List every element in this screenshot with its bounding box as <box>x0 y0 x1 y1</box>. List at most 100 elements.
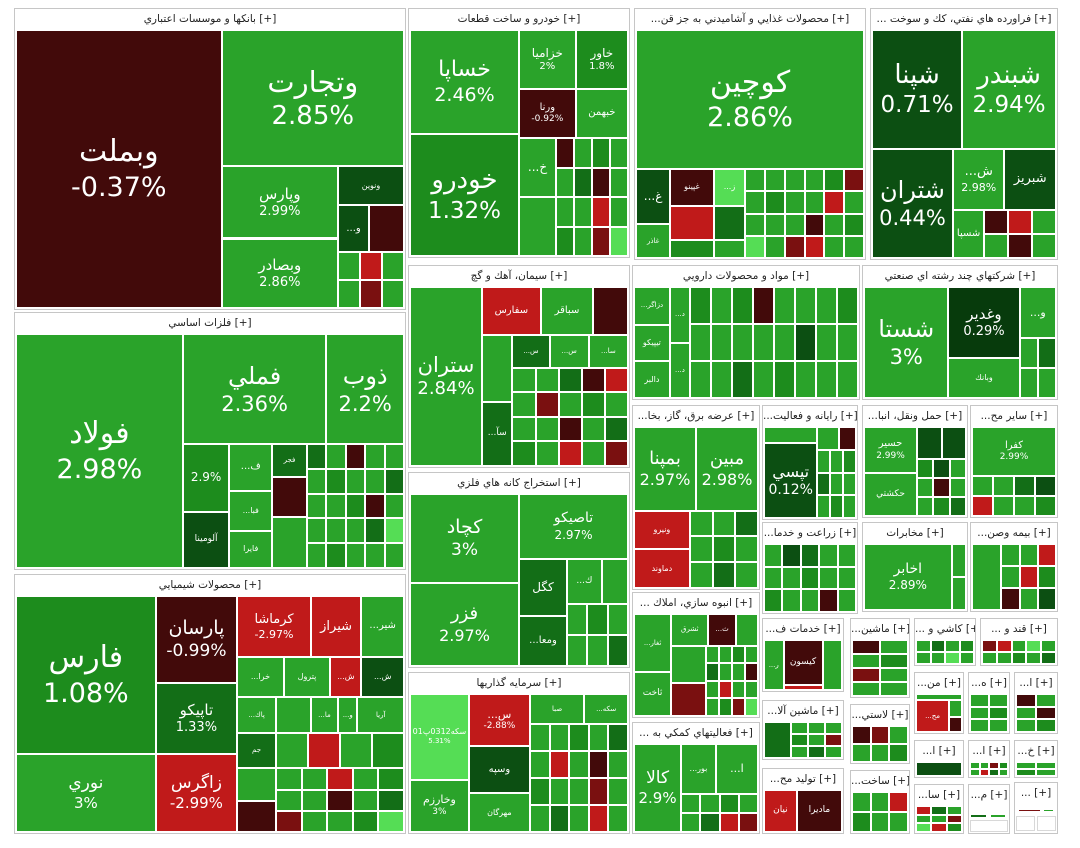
stock-tile[interactable] <box>989 769 999 776</box>
stock-tile[interactable] <box>916 806 932 815</box>
stock-tile[interactable] <box>984 234 1009 258</box>
stock-tile[interactable] <box>1008 234 1033 258</box>
stock-tile[interactable]: شپنا 0.71% <box>872 30 963 149</box>
stock-tile[interactable] <box>930 640 945 652</box>
stock-tile[interactable] <box>307 443 327 469</box>
stock-tile[interactable] <box>982 652 997 664</box>
stock-tile[interactable] <box>1016 769 1036 776</box>
stock-tile[interactable]: مبين 2.98% <box>696 427 758 511</box>
stock-tile[interactable] <box>719 813 739 832</box>
stock-tile[interactable] <box>604 441 628 466</box>
stock-tile[interactable]: غاذر <box>636 223 671 258</box>
stock-tile[interactable] <box>732 360 753 398</box>
stock-tile[interactable] <box>784 235 805 258</box>
stock-tile[interactable] <box>744 645 758 664</box>
stock-tile[interactable] <box>607 635 628 666</box>
stock-tile[interactable] <box>365 468 385 494</box>
stock-tile[interactable] <box>949 700 962 717</box>
stock-tile[interactable] <box>587 604 608 636</box>
stock-tile[interactable] <box>1011 640 1027 652</box>
stock-tile[interactable] <box>830 472 844 496</box>
stock-tile[interactable] <box>338 252 361 281</box>
stock-tile[interactable] <box>795 360 816 398</box>
sector-title-mini-lasti[interactable]: ...لاستي [+] <box>851 709 909 721</box>
stock-tile[interactable] <box>996 640 1012 652</box>
stock-tile[interactable] <box>712 562 736 588</box>
sector-title-insurance[interactable]: ...بيمه وصن [+] <box>977 527 1051 539</box>
stock-tile[interactable] <box>384 543 404 568</box>
stock-tile[interactable]: شيراز <box>310 596 362 658</box>
stock-tile[interactable]: جم <box>237 732 276 769</box>
stock-tile[interactable] <box>998 769 1008 776</box>
stock-tile[interactable]: تاصيكو 2.97% <box>519 494 628 560</box>
stock-tile[interactable]: صبا <box>529 694 585 725</box>
stock-tile[interactable] <box>732 287 753 324</box>
stock-tile[interactable] <box>670 205 714 240</box>
stock-tile[interactable] <box>916 694 962 701</box>
stock-tile[interactable] <box>816 323 837 361</box>
stock-tile[interactable] <box>1037 368 1056 398</box>
sector-title-mini-man[interactable]: ...من [+] <box>917 677 961 689</box>
stock-tile[interactable] <box>738 794 758 814</box>
stock-tile[interactable] <box>949 716 962 732</box>
stock-tile[interactable] <box>566 604 588 636</box>
stock-tile[interactable] <box>959 640 974 652</box>
stock-tile[interactable] <box>549 751 570 779</box>
stock-tile[interactable] <box>1035 475 1056 496</box>
stock-tile[interactable] <box>795 287 816 324</box>
stock-tile[interactable] <box>581 392 605 417</box>
stock-tile[interactable] <box>352 789 379 811</box>
stock-tile[interactable] <box>1019 368 1038 398</box>
stock-tile[interactable] <box>569 724 589 752</box>
stock-tile[interactable] <box>951 577 966 610</box>
stock-tile[interactable] <box>993 475 1014 496</box>
stock-tile[interactable]: خزاميا 2% <box>519 30 576 89</box>
stock-tile[interactable] <box>764 566 783 590</box>
stock-tile[interactable] <box>718 645 732 664</box>
sector-title-aux-financial[interactable]: ... فعاليتهاي كمكي به [+] <box>639 727 753 739</box>
stock-tile[interactable]: فولاد 2.98% <box>16 334 183 568</box>
stock-tile[interactable] <box>700 794 720 814</box>
stock-tile[interactable] <box>574 138 593 168</box>
stock-tile[interactable] <box>301 810 328 832</box>
stock-tile[interactable] <box>791 722 809 734</box>
stock-tile[interactable]: نيان <box>764 790 797 832</box>
stock-tile[interactable]: وتجارت 2.85% <box>221 30 404 167</box>
stock-tile[interactable] <box>307 732 340 769</box>
stock-tile[interactable] <box>558 441 582 466</box>
stock-tile[interactable]: 2.9% <box>182 443 230 512</box>
stock-tile[interactable]: وپارس 2.99% <box>221 166 339 239</box>
stock-tile[interactable] <box>1011 652 1027 664</box>
sector-title-services[interactable]: ...خدمات ف [+] <box>765 623 841 635</box>
stock-tile[interactable] <box>774 360 795 398</box>
sector-title-mini-a1[interactable]: ...ا [+] <box>1019 677 1053 689</box>
stock-tile[interactable] <box>839 427 856 450</box>
stock-tile[interactable] <box>784 213 805 236</box>
stock-tile[interactable] <box>1032 234 1056 258</box>
stock-tile[interactable]: شبريز <box>1004 148 1056 211</box>
stock-tile[interactable] <box>731 680 745 699</box>
stock-tile[interactable]: خاور 1.8% <box>575 30 628 89</box>
stock-tile[interactable] <box>272 476 307 517</box>
stock-tile[interactable] <box>824 169 845 192</box>
sector-title-machinery[interactable]: ...ماشين آلا [+] <box>767 705 839 717</box>
stock-tile[interactable] <box>352 810 379 832</box>
stock-tile[interactable] <box>558 367 582 393</box>
stock-tile[interactable] <box>566 635 588 666</box>
stock-tile[interactable] <box>690 287 711 324</box>
sector-title-production[interactable]: ...توليد مح [+] <box>769 773 837 785</box>
stock-tile[interactable] <box>933 497 950 516</box>
stock-tile[interactable] <box>917 497 934 516</box>
stock-tile[interactable] <box>512 367 536 393</box>
stock-tile[interactable] <box>352 768 379 790</box>
stock-tile[interactable] <box>690 323 711 361</box>
stock-tile[interactable] <box>765 213 785 236</box>
stock-tile[interactable]: ...سكه <box>584 694 628 725</box>
stock-tile[interactable] <box>998 762 1008 769</box>
stock-tile[interactable] <box>378 810 404 832</box>
stock-tile[interactable]: ...س <box>549 335 589 368</box>
stock-tile[interactable] <box>610 226 628 256</box>
stock-tile[interactable]: تيپيكو <box>634 324 670 362</box>
stock-tile[interactable]: ...سا <box>588 335 628 368</box>
stock-tile[interactable] <box>558 392 582 417</box>
